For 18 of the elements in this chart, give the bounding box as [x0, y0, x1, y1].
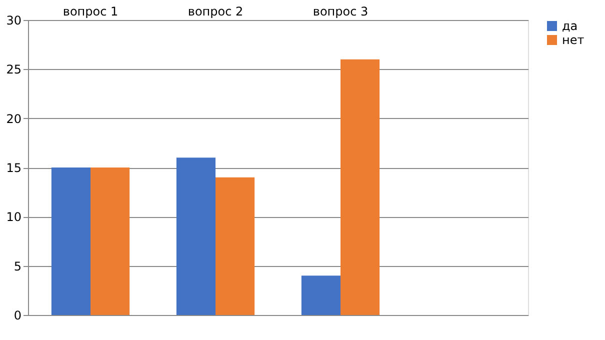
bar: [176, 158, 216, 315]
y-tick-label: 25: [6, 62, 22, 77]
bar: [51, 168, 90, 315]
bar: [216, 177, 255, 315]
x-tick-label: вопрос 3: [312, 4, 368, 18]
legend-label: нет: [562, 33, 584, 47]
y-tick-label: 30: [6, 14, 22, 28]
y-tick-label: 20: [6, 112, 22, 126]
legend-label: да: [562, 19, 578, 33]
bar: [301, 276, 340, 315]
x-tick-label: вопрос 1: [62, 4, 118, 18]
bar: [340, 59, 380, 315]
y-tick-label: 5: [14, 259, 22, 274]
bar: [90, 168, 130, 315]
x-tick-label: вопрос 2: [188, 4, 244, 18]
y-tick-label: 15: [6, 161, 22, 175]
y-tick-label: 0: [14, 308, 22, 322]
y-tick-label: 10: [6, 210, 22, 224]
